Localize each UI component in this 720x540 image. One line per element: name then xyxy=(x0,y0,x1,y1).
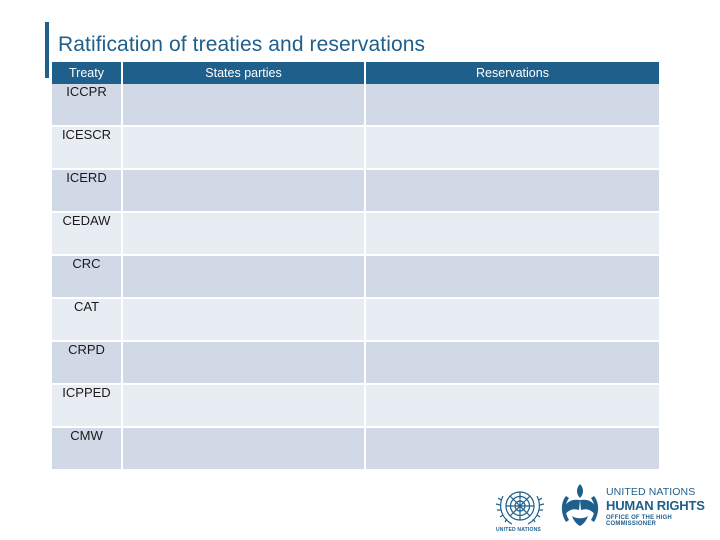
ohchr-wordmark: UNITED NATIONS HUMAN RIGHTS OFFICE OF TH… xyxy=(606,487,720,527)
reservations-cell xyxy=(365,427,659,471)
table-row: ICESCR xyxy=(52,126,659,170)
states-parties-cell xyxy=(122,84,366,127)
ohchr-hands-icon xyxy=(561,484,599,526)
reservations-cell xyxy=(365,169,659,213)
table-row: CRC xyxy=(52,255,659,299)
treaty-cell: CMW xyxy=(52,427,123,471)
states-parties-cell xyxy=(122,255,366,299)
treaty-cell: ICERD xyxy=(52,169,123,213)
un-logo-caption: UNITED NATIONS xyxy=(496,527,541,533)
treaty-cell: CEDAW xyxy=(52,212,123,256)
table-row: ICCPR xyxy=(52,84,659,127)
slide-title: Ratification of treaties and reservation… xyxy=(58,33,426,56)
reservations-cell xyxy=(365,341,659,385)
table-row: ICERD xyxy=(52,169,659,213)
table-row: CRPD xyxy=(52,341,659,385)
un-emblem-icon xyxy=(495,491,545,525)
treaty-cell: ICESCR xyxy=(52,126,123,170)
reservations-cell xyxy=(365,212,659,256)
header-reservations: Reservations xyxy=(365,62,659,84)
title-accent-bar xyxy=(45,22,49,78)
treaty-cell: CRPD xyxy=(52,341,123,385)
treaty-cell: ICPPED xyxy=(52,384,123,428)
reservations-cell xyxy=(365,255,659,299)
header-states-parties: States parties xyxy=(122,62,366,84)
reservations-cell xyxy=(365,298,659,342)
states-parties-cell xyxy=(122,427,366,471)
treaty-cell: ICCPR xyxy=(52,84,123,127)
states-parties-cell xyxy=(122,384,366,428)
treaty-cell: CRC xyxy=(52,255,123,299)
table-header-row: Treaty States parties Reservations xyxy=(52,62,659,84)
ohchr-line-human-rights: HUMAN RIGHTS xyxy=(606,497,705,513)
reservations-cell xyxy=(365,384,659,428)
reservations-cell xyxy=(365,84,659,127)
table-row: CMW xyxy=(52,427,659,471)
states-parties-cell xyxy=(122,212,366,256)
states-parties-cell xyxy=(122,169,366,213)
treaties-table: Treaty States parties Reservations ICCPR… xyxy=(52,62,659,471)
reservations-cell xyxy=(365,126,659,170)
ohchr-line-office: OFFICE OF THE HIGH COMMISSIONER xyxy=(606,514,672,527)
header-treaty: Treaty xyxy=(52,62,123,84)
table-row: ICPPED xyxy=(52,384,659,428)
table-row: CAT xyxy=(52,298,659,342)
table-row: CEDAW xyxy=(52,212,659,256)
ohchr-line-united-nations: UNITED NATIONS xyxy=(606,486,696,498)
treaty-cell: CAT xyxy=(52,298,123,342)
states-parties-cell xyxy=(122,341,366,385)
states-parties-cell xyxy=(122,298,366,342)
states-parties-cell xyxy=(122,126,366,170)
